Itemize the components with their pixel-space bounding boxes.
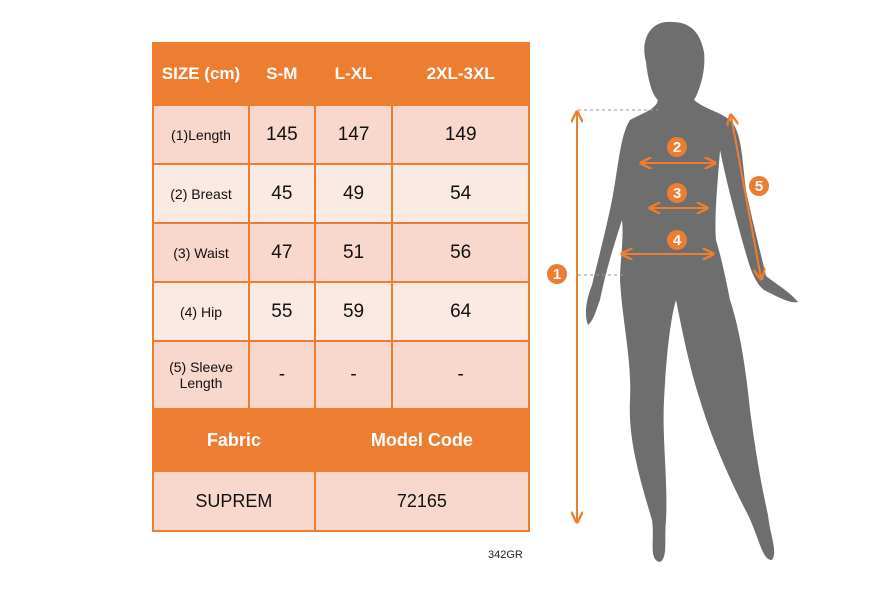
cell: - (391, 340, 530, 410)
sleeve-arrow (731, 116, 761, 278)
marker-1-label: 1 (553, 266, 561, 283)
marker-5 (749, 176, 769, 196)
cell: 47 (248, 222, 316, 283)
row-label: (3) Waist (152, 222, 250, 283)
cell: 56 (391, 222, 530, 283)
fabric-value: SUPREM (152, 470, 316, 532)
row-label: (2) Breast (152, 163, 250, 224)
marker-3-label: 3 (673, 185, 681, 202)
marker-2-label: 2 (673, 139, 681, 156)
header-s-m: S-M (248, 42, 316, 106)
product-code: 342GR (488, 549, 523, 561)
cell: 55 (248, 281, 316, 342)
cell: 149 (391, 104, 530, 165)
row-label: (5) Sleeve Length (152, 340, 250, 410)
model-code-value: 72165 (313, 470, 531, 532)
cell: - (248, 340, 316, 410)
table-row: (1)Length 145 147 149 (152, 104, 530, 165)
header-2xl-3xl: 2XL-3XL (391, 42, 530, 106)
marker-1 (547, 264, 567, 284)
cell: 45 (248, 163, 316, 224)
size-table: SIZE (cm) S-M L-XL 2XL-3XL (1)Length 145… (152, 42, 531, 532)
table-row: (3) Waist 47 51 56 (152, 222, 530, 283)
cell: 54 (391, 163, 530, 224)
cell: 49 (313, 163, 394, 224)
marker-4-label: 4 (673, 232, 682, 249)
table-header: SIZE (cm) S-M L-XL 2XL-3XL (152, 42, 530, 106)
marker-4 (667, 230, 687, 250)
cell: 59 (313, 281, 394, 342)
table-row: (5) Sleeve Length - - - (152, 340, 530, 410)
cell: 147 (313, 104, 394, 165)
cell: 51 (313, 222, 394, 283)
table-row: (2) Breast 45 49 54 (152, 163, 530, 224)
row-label: (4) Hip (152, 281, 250, 342)
fabric-row: SUPREM 72165 (152, 470, 531, 532)
header-l-xl: L-XL (313, 42, 394, 106)
marker-2 (667, 137, 687, 157)
cell: 145 (248, 104, 316, 165)
marker-5-label: 5 (755, 178, 763, 195)
table-row: (4) Hip 55 59 64 (152, 281, 530, 342)
cell: 64 (391, 281, 530, 342)
marker-3 (667, 183, 687, 203)
header-size: SIZE (cm) (152, 42, 250, 106)
model-code-label: Model Code (313, 408, 531, 472)
row-label: (1)Length (152, 104, 250, 165)
silhouette-icon (585, 21, 798, 563)
fabric-label: Fabric (152, 408, 316, 472)
cell: - (313, 340, 394, 410)
fabric-header-row: Fabric Model Code (152, 408, 531, 472)
